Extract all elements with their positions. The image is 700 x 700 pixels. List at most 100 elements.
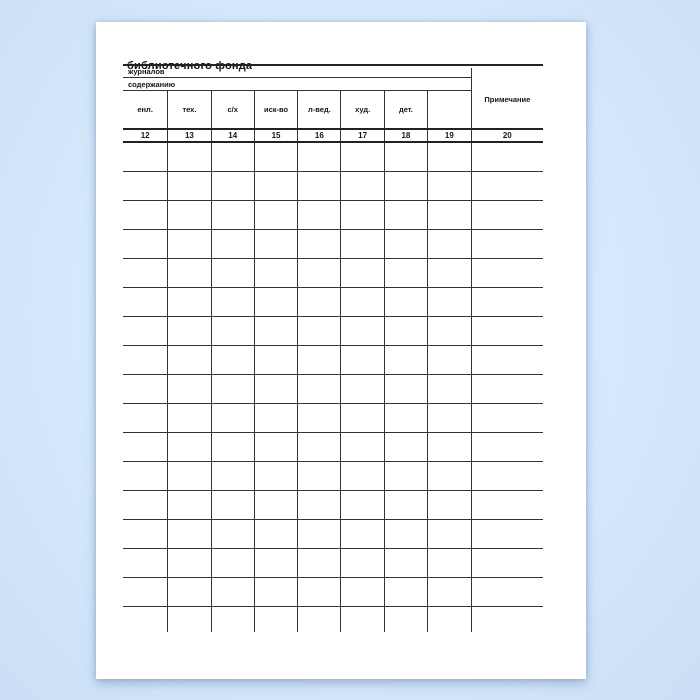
blank-cell — [383, 201, 427, 229]
blank-cell — [383, 346, 427, 374]
blank-cell — [253, 317, 297, 345]
blank-cell — [297, 433, 340, 461]
blank-cell — [167, 607, 210, 632]
blank-grid-rows — [123, 143, 543, 632]
table-row-9 — [123, 375, 543, 404]
blank-cell — [167, 375, 210, 403]
blank-cell — [470, 201, 543, 229]
blank-cell — [210, 520, 254, 548]
blank-cell — [340, 549, 383, 577]
blank-cell — [297, 607, 340, 632]
blank-cell — [383, 288, 427, 316]
blank-cell — [253, 520, 297, 548]
blank-cell — [470, 578, 543, 606]
category-header-row: енл. тех. с/х иск-во л-вед. худ. дет. — [123, 91, 471, 128]
blank-cell — [427, 346, 471, 374]
blank-cell — [253, 346, 297, 374]
blank-cell — [470, 607, 543, 632]
blank-cell — [167, 346, 210, 374]
blank-cell — [383, 317, 427, 345]
blank-cell — [470, 433, 543, 461]
blank-cell — [297, 520, 340, 548]
blank-cell — [383, 520, 427, 548]
blank-cell — [123, 259, 167, 287]
blank-cell — [123, 288, 167, 316]
blank-cell — [340, 462, 383, 490]
blank-cell — [427, 520, 471, 548]
blank-cell — [123, 549, 167, 577]
blank-cell — [210, 491, 254, 519]
blank-cell — [470, 404, 543, 432]
blank-cell — [123, 230, 167, 258]
blank-cell — [383, 433, 427, 461]
blank-cell — [383, 230, 427, 258]
blank-cell — [470, 375, 543, 403]
category-header-7: дет. — [383, 91, 427, 128]
blank-cell — [167, 317, 210, 345]
blank-cell — [340, 317, 383, 345]
blank-cell — [470, 520, 543, 548]
table-row-5 — [123, 259, 543, 288]
blank-cell — [340, 578, 383, 606]
blank-cell — [210, 578, 254, 606]
category-header-6: худ. — [340, 91, 383, 128]
blank-cell — [253, 143, 297, 171]
document-page: библиотечного фонда журналов содержанию … — [96, 22, 586, 679]
blank-cell — [167, 433, 210, 461]
blank-cell — [167, 172, 210, 200]
blank-cell — [470, 288, 543, 316]
blank-cell — [123, 143, 167, 171]
blank-cell — [253, 433, 297, 461]
blank-cell — [253, 375, 297, 403]
table-row-12 — [123, 462, 543, 491]
blank-cell — [253, 462, 297, 490]
blank-cell — [383, 549, 427, 577]
blank-cell — [297, 346, 340, 374]
blank-cell — [210, 549, 254, 577]
blank-cell — [210, 375, 254, 403]
column-number-15: 15 — [253, 130, 297, 141]
blank-cell — [340, 201, 383, 229]
blank-cell — [470, 346, 543, 374]
blank-cell — [383, 259, 427, 287]
blank-cell — [427, 549, 471, 577]
blank-cell — [340, 288, 383, 316]
blank-cell — [340, 230, 383, 258]
blank-cell — [167, 578, 210, 606]
blank-cell — [253, 259, 297, 287]
blank-cell — [167, 404, 210, 432]
category-header-3: с/х — [210, 91, 254, 128]
blank-cell — [297, 491, 340, 519]
table-row-13 — [123, 491, 543, 520]
blank-cell — [210, 230, 254, 258]
blank-cell — [123, 375, 167, 403]
blank-cell — [427, 317, 471, 345]
blank-cell — [253, 404, 297, 432]
blank-cell — [427, 491, 471, 519]
blank-cell — [383, 404, 427, 432]
blank-cell — [427, 607, 471, 632]
blank-cell — [340, 375, 383, 403]
blank-cell — [427, 375, 471, 403]
blank-cell — [167, 288, 210, 316]
column-number-20: 20 — [470, 130, 543, 141]
blank-cell — [427, 433, 471, 461]
column-number-row: 12 13 14 15 16 17 18 19 20 — [123, 128, 543, 143]
table-row-2 — [123, 172, 543, 201]
column-number-12: 12 — [140, 131, 150, 140]
table-row-14 — [123, 520, 543, 549]
blank-cell — [253, 172, 297, 200]
blank-cell — [340, 346, 383, 374]
blank-cell — [210, 317, 254, 345]
table-row-10 — [123, 404, 543, 433]
blank-cell — [210, 404, 254, 432]
blank-cell — [123, 433, 167, 461]
header-group-zhurnalov: журналов — [123, 66, 471, 78]
category-header-empty — [427, 91, 471, 128]
blank-cell — [167, 143, 210, 171]
table-row-16 — [123, 578, 543, 607]
category-header-4: иск-во — [253, 91, 297, 128]
table-row-3 — [123, 201, 543, 230]
blank-cell — [470, 230, 543, 258]
